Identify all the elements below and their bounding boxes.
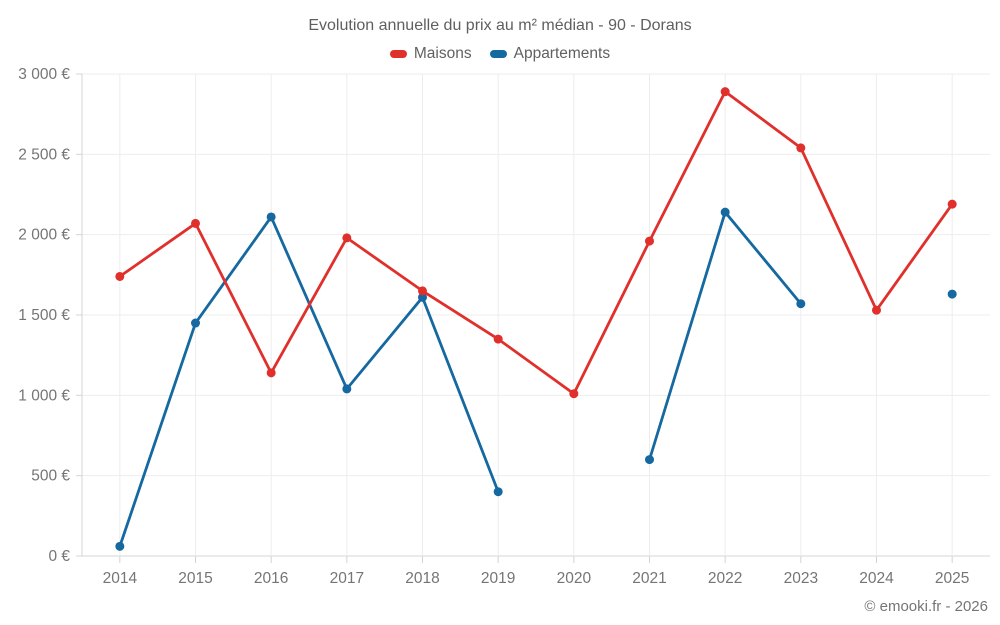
data-point-maisons-2022[interactable] [720, 87, 730, 97]
data-point-maisons-2015[interactable] [191, 218, 200, 228]
legend-swatch-appartements-icon [489, 50, 507, 58]
data-point-maisons-2016[interactable] [266, 368, 276, 378]
chart-legend: Maisons Appartements [0, 45, 1000, 63]
x-axis-label: 2015 [178, 570, 212, 587]
x-axis-label: 2016 [254, 570, 288, 587]
y-axis-label: 0 € [48, 548, 70, 565]
legend-label-appartements: Appartements [513, 45, 611, 62]
copyright-watermark: © emooki.fr - 2026 [864, 598, 988, 615]
series-line-maisons [118, 90, 954, 396]
x-axis-label: 2022 [708, 570, 742, 587]
data-point-maisons-2019[interactable] [493, 334, 503, 344]
data-point-appartements-2022[interactable] [720, 207, 730, 217]
data-point-appartements-2015[interactable] [191, 318, 200, 328]
x-axis-label: 2024 [859, 570, 894, 587]
data-point-maisons-2021[interactable] [645, 236, 654, 246]
y-axis-label: 1 500 € [18, 307, 70, 324]
data-point-maisons-2020[interactable] [569, 389, 579, 399]
legend-item-appartements[interactable]: Appartements [489, 45, 611, 63]
x-axis-label: 2018 [405, 570, 439, 587]
data-point-appartements-2025[interactable] [947, 289, 957, 299]
data-point-appartements-2014[interactable] [115, 541, 125, 551]
x-axis-label: 2021 [632, 570, 666, 587]
data-point-appartements-2019[interactable] [493, 487, 503, 497]
y-axis-label: 1 000 € [18, 387, 70, 404]
data-point-maisons-2018[interactable] [418, 286, 427, 296]
x-axis-label: 2020 [557, 570, 592, 587]
x-axis-label: 2014 [103, 570, 138, 587]
y-axis-label: 3 000 € [18, 66, 70, 83]
data-point-maisons-2024[interactable] [872, 305, 881, 315]
data-point-maisons-2025[interactable] [947, 199, 957, 209]
legend-item-maisons[interactable]: Maisons [389, 45, 472, 63]
y-axis-label: 500 € [31, 468, 70, 485]
x-axis-label: 2017 [330, 570, 364, 587]
data-point-appartements-2021[interactable] [645, 455, 654, 465]
data-point-appartements-2018[interactable] [418, 292, 427, 302]
data-point-appartements-2017[interactable] [342, 384, 352, 394]
legend-label-maisons: Maisons [413, 45, 472, 62]
y-axis-label: 2 000 € [18, 227, 70, 244]
legend-swatch-maisons-icon [389, 50, 407, 58]
y-axis-label: 2 500 € [18, 146, 70, 163]
x-axis-label: 2019 [481, 570, 515, 587]
x-axis-label: 2023 [784, 570, 818, 587]
series-line-appartements [118, 215, 500, 548]
data-point-maisons-2023[interactable] [796, 143, 806, 153]
data-point-maisons-2014[interactable] [115, 271, 125, 281]
data-point-maisons-2017[interactable] [342, 233, 352, 243]
data-point-appartements-2016[interactable] [266, 212, 276, 222]
x-axis-label: 2025 [935, 570, 969, 587]
chart-title: Evolution annuelle du prix au m² médian … [308, 17, 692, 34]
data-point-appartements-2023[interactable] [796, 299, 806, 309]
